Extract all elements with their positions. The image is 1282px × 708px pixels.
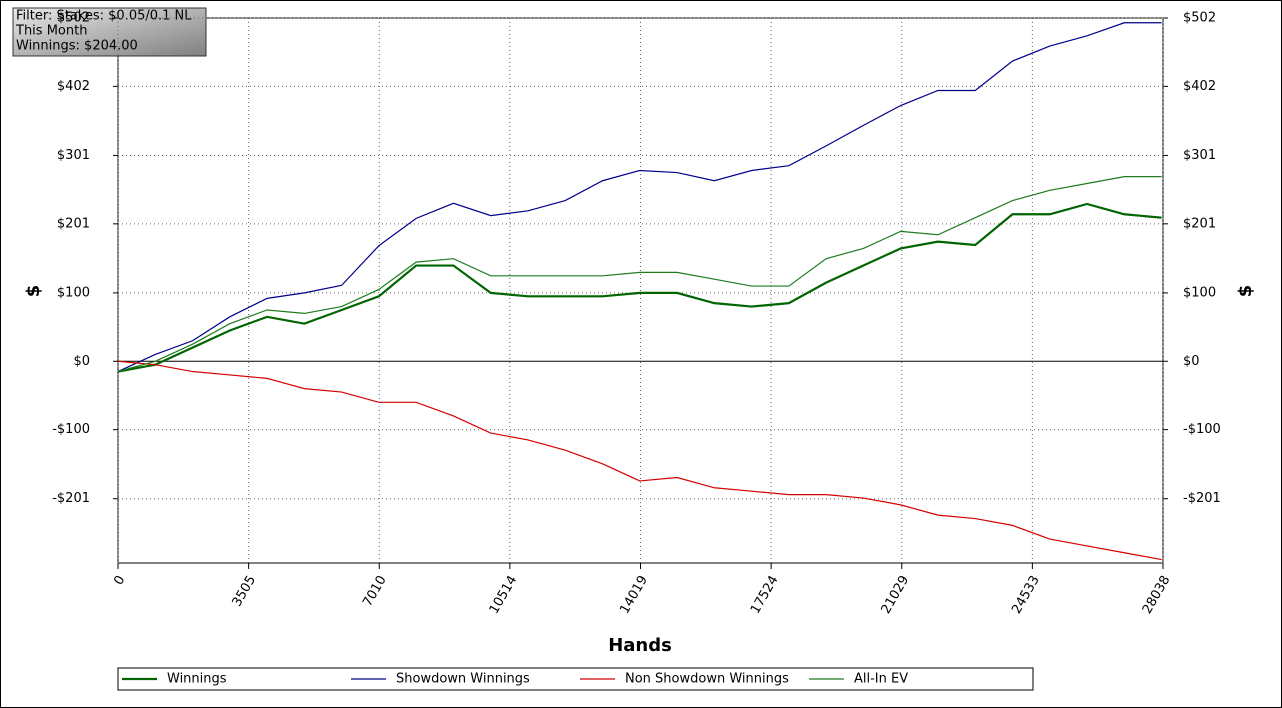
y-axis-label: $ [1235,285,1256,298]
y-tick-label: $0 [1183,354,1200,369]
filter-text: Winnings: $204.00 [16,39,138,54]
filter-box [12,7,207,57]
y-tick-label: $502 [1183,11,1216,26]
legend-label: Winnings [167,672,227,687]
y-tick-label: -$201 [52,491,90,506]
filter-text: Filter: Stakes: $0.05/0.1 NL [16,9,192,24]
y-tick-label: $402 [1183,79,1216,94]
y-tick-label: $100 [1183,285,1216,300]
y-tick-label: $402 [57,79,90,94]
x-axis-label: Hands [608,635,672,656]
legend-label: Non Showdown Winnings [625,672,789,687]
y-tick-label: -$201 [1183,491,1221,506]
series-line [117,22,1162,373]
filter-text: This Month [15,24,87,39]
y-tick-label: $301 [57,148,90,163]
legend-label: All-In EV [854,672,908,687]
y-tick-label: $301 [1183,148,1216,163]
series-line [117,202,1162,373]
y-axis-label: $ [23,285,44,298]
legend-label: Showdown Winnings [396,672,530,687]
series-line [117,360,1162,561]
y-tick-label: -$100 [1183,422,1221,437]
y-tick-label: $0 [73,354,90,369]
y-tick-label: $502 [57,11,90,26]
y-tick-label: $100 [57,285,90,300]
y-tick-label: -$100 [52,422,90,437]
series-line [117,176,1162,373]
y-tick-label: $201 [57,216,90,231]
legend [117,667,1034,691]
y-tick-label: $201 [1183,216,1216,231]
